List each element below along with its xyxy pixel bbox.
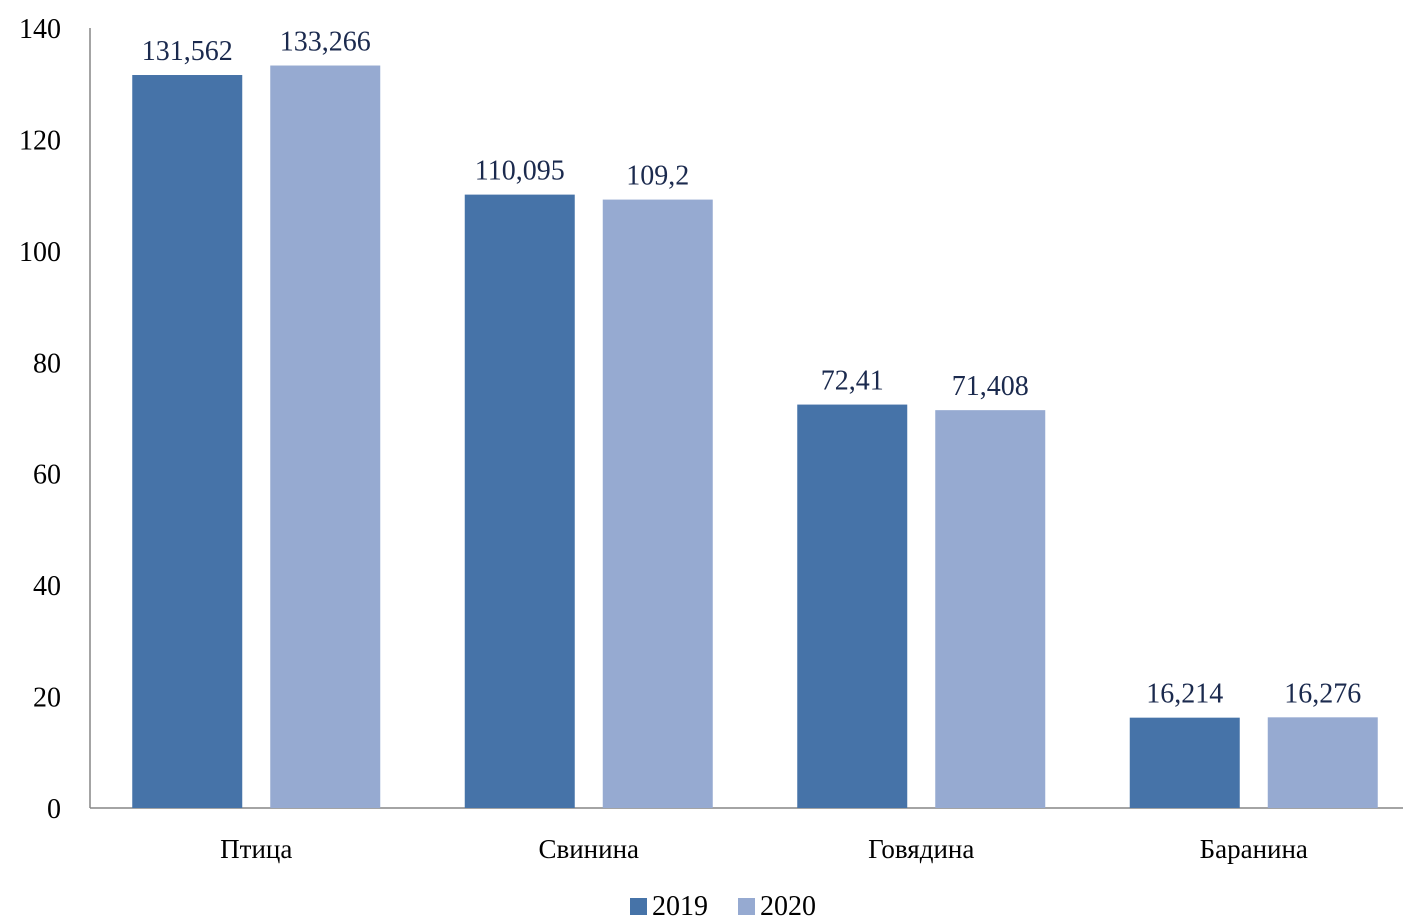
bar-2019-4 — [1129, 717, 1240, 808]
data-label-2019-4: 16,214 — [1146, 679, 1223, 710]
y-tick-label-40: 40 — [33, 571, 61, 602]
legend-label-2019: 2019 — [652, 891, 708, 919]
bar-2020-2 — [602, 199, 713, 809]
data-label-2019-3: 72,41 — [821, 366, 884, 397]
data-label-2019-1: 131,562 — [142, 36, 233, 67]
y-tick-label-20: 20 — [33, 683, 61, 714]
data-label-2020-3: 71,408 — [952, 371, 1029, 402]
plot-area: 0 20 40 60 80 100 120 140 131,562 133,266 Птица 110… — [19, 14, 1403, 864]
y-tick-label-100: 100 — [19, 237, 61, 268]
y-tick-label-0: 0 — [47, 794, 61, 825]
bar-2020-1 — [270, 65, 381, 808]
legend-swatch-2019 — [630, 898, 647, 915]
bar-2019-3 — [797, 404, 908, 808]
data-label-2020-2: 109,2 — [626, 161, 689, 192]
category-label-4: Баранина — [1200, 834, 1308, 864]
category-label-3: Говядина — [868, 834, 974, 864]
data-label-2020-1: 133,266 — [280, 27, 371, 58]
bar-2020-3 — [935, 410, 1046, 808]
legend-swatch-2020 — [738, 898, 755, 915]
legend: 2019 2020 — [630, 891, 816, 919]
category-label-2: Свинина — [538, 834, 639, 864]
y-tick-label-60: 60 — [33, 460, 61, 491]
data-label-2020-4: 16,276 — [1284, 678, 1361, 709]
y-tick-label-140: 140 — [19, 14, 61, 45]
bar-2019-2 — [464, 194, 575, 808]
legend-label-2020: 2020 — [760, 891, 816, 919]
y-tick-label-80: 80 — [33, 348, 61, 379]
y-tick-label-120: 120 — [19, 125, 61, 156]
data-label-2019-2: 110,095 — [475, 156, 565, 187]
bar-2020-4 — [1267, 717, 1378, 808]
category-label-1: Птица — [220, 834, 292, 864]
bar-2019-1 — [132, 75, 243, 808]
